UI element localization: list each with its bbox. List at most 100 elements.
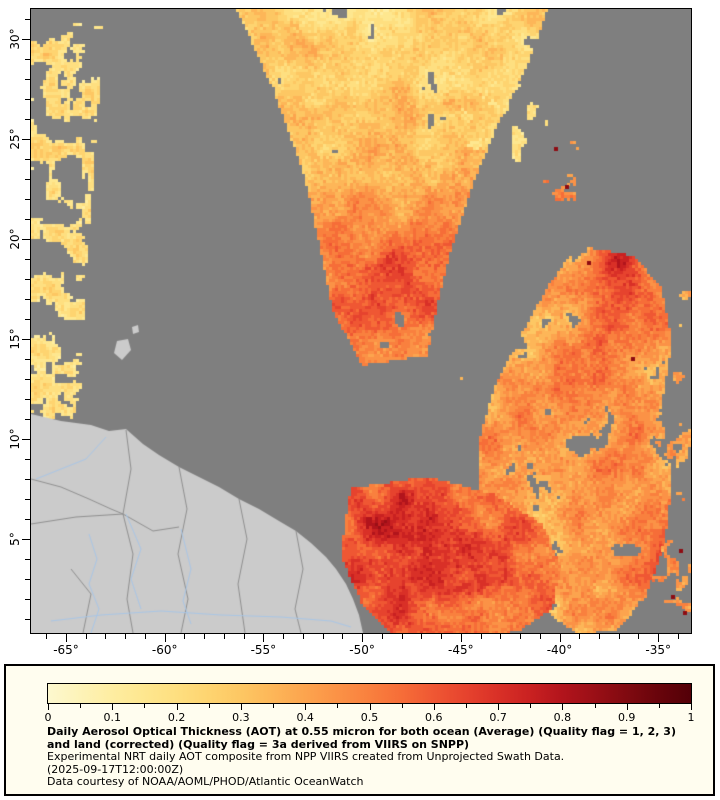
colorbar-tick-label: 1 — [687, 711, 695, 724]
lat-minor-tick — [25, 599, 30, 600]
lat-tick-label: 10° — [8, 428, 22, 450]
lon-minor-tick — [105, 634, 107, 639]
lat-minor-tick — [25, 19, 30, 20]
lon-minor-tick — [342, 634, 344, 639]
aot-colorbar — [47, 683, 692, 704]
lon-minor-tick — [421, 634, 423, 639]
lat-tick-label: 15° — [8, 328, 22, 350]
lat-minor-tick — [25, 419, 30, 420]
lat-tick-label: 30° — [8, 28, 22, 50]
lon-major-tick — [362, 634, 364, 642]
lon-major-tick — [658, 634, 660, 642]
legend-caption-credit: Data courtesy of NOAA/AOML/PHOD/Atlantic… — [47, 775, 364, 788]
colorbar-tick-label: 0.3 — [232, 711, 250, 724]
lon-minor-tick — [85, 634, 87, 639]
lat-minor-tick — [25, 579, 30, 580]
colorbar-tick — [176, 704, 178, 710]
colorbar-tick — [48, 704, 49, 710]
colorbar-tick — [240, 704, 242, 710]
lon-minor-tick — [598, 634, 600, 639]
colorbar-tick — [691, 704, 692, 710]
lat-tick-label: 5° — [8, 532, 22, 546]
lon-minor-tick — [480, 634, 482, 639]
lon-minor-tick — [283, 634, 285, 639]
lat-minor-tick — [25, 99, 30, 100]
lat-minor-tick — [25, 359, 30, 360]
lat-major-tick — [22, 39, 30, 40]
aot-map-canvas — [31, 9, 691, 633]
lon-minor-tick — [302, 634, 304, 639]
colorbar-minor-tick — [80, 704, 82, 708]
colorbar-tick-label: 0.4 — [296, 711, 314, 724]
lon-major-tick — [460, 634, 462, 642]
lat-minor-tick — [25, 519, 30, 520]
lat-minor-tick — [25, 399, 30, 400]
lat-minor-tick — [25, 79, 30, 80]
lon-minor-tick — [204, 634, 206, 639]
lon-tick-label: -40° — [546, 643, 573, 657]
colorbar-tick — [626, 704, 628, 710]
colorbar-tick-label: 0.2 — [167, 711, 186, 724]
lat-minor-tick — [25, 379, 30, 380]
lat-minor-tick — [25, 119, 30, 120]
lon-minor-tick — [677, 634, 679, 639]
colorbar-minor-tick — [658, 704, 660, 708]
lat-major-tick — [22, 339, 30, 340]
lat-minor-tick — [25, 319, 30, 320]
lat-minor-tick — [25, 619, 30, 620]
lat-minor-tick — [25, 179, 30, 180]
legend-caption-title: Daily Aerosol Optical Thickness (AOT) at… — [47, 725, 676, 751]
colorbar-tick-label: 0.7 — [489, 711, 507, 724]
lon-minor-tick — [184, 634, 186, 639]
lat-minor-tick — [25, 59, 30, 60]
lon-minor-tick — [144, 634, 146, 639]
lon-major-tick — [66, 634, 67, 642]
legend-panel: Daily Aerosol Optical Thickness (AOT) at… — [4, 664, 715, 796]
lon-minor-tick — [638, 634, 640, 639]
colorbar-tick — [112, 704, 114, 710]
lon-tick-label: -60° — [151, 643, 178, 657]
lon-minor-tick — [46, 634, 48, 639]
lon-major-tick — [263, 634, 265, 642]
colorbar-tick-label: 0.1 — [103, 711, 122, 724]
lon-minor-tick — [125, 634, 127, 639]
lat-tick-label: 20° — [8, 228, 22, 250]
lat-minor-tick — [25, 559, 30, 560]
colorbar-tick-label: 0.6 — [425, 711, 443, 724]
legend-captions: Daily Aerosol Optical Thickness (AOT) at… — [47, 725, 695, 789]
legend-caption-timestamp: (2025-09-17T12:00:00Z) — [47, 762, 184, 776]
lon-tick-label: -45° — [447, 643, 474, 657]
colorbar-tick-label: 0.8 — [553, 711, 572, 724]
lon-minor-tick — [441, 634, 443, 639]
lon-tick-label: -55° — [250, 643, 277, 657]
colorbar-minor-tick — [273, 704, 275, 708]
lon-major-tick — [164, 634, 166, 642]
lon-minor-tick — [539, 634, 541, 639]
lon-minor-tick — [223, 634, 225, 639]
lon-tick-label: -35° — [645, 643, 671, 657]
lon-minor-tick — [322, 634, 324, 639]
colorbar-minor-tick — [530, 704, 532, 708]
colorbar-minor-tick — [144, 704, 146, 708]
lat-minor-tick — [25, 479, 30, 480]
lat-minor-tick — [25, 159, 30, 160]
lat-tick-label: 25° — [8, 128, 22, 150]
colorbar-tick — [433, 704, 435, 710]
colorbar-tick-label: 0.9 — [617, 711, 636, 724]
lat-minor-tick — [25, 219, 30, 220]
legend-caption-source: Experimental NRT daily AOT composite fro… — [47, 750, 565, 763]
lat-minor-tick — [25, 499, 30, 500]
lon-minor-tick — [520, 634, 522, 639]
lat-major-tick — [22, 439, 30, 440]
colorbar-minor-tick — [337, 704, 339, 708]
lat-minor-tick — [25, 199, 30, 200]
lat-major-tick — [22, 539, 30, 540]
lat-major-tick — [22, 139, 30, 140]
colorbar-minor-tick — [594, 704, 596, 708]
colorbar-tick-label: 0.5 — [360, 711, 379, 724]
map-plot-area — [30, 8, 692, 634]
lon-minor-tick — [500, 634, 502, 639]
colorbar-tick — [498, 704, 500, 710]
lon-minor-tick — [401, 634, 403, 639]
